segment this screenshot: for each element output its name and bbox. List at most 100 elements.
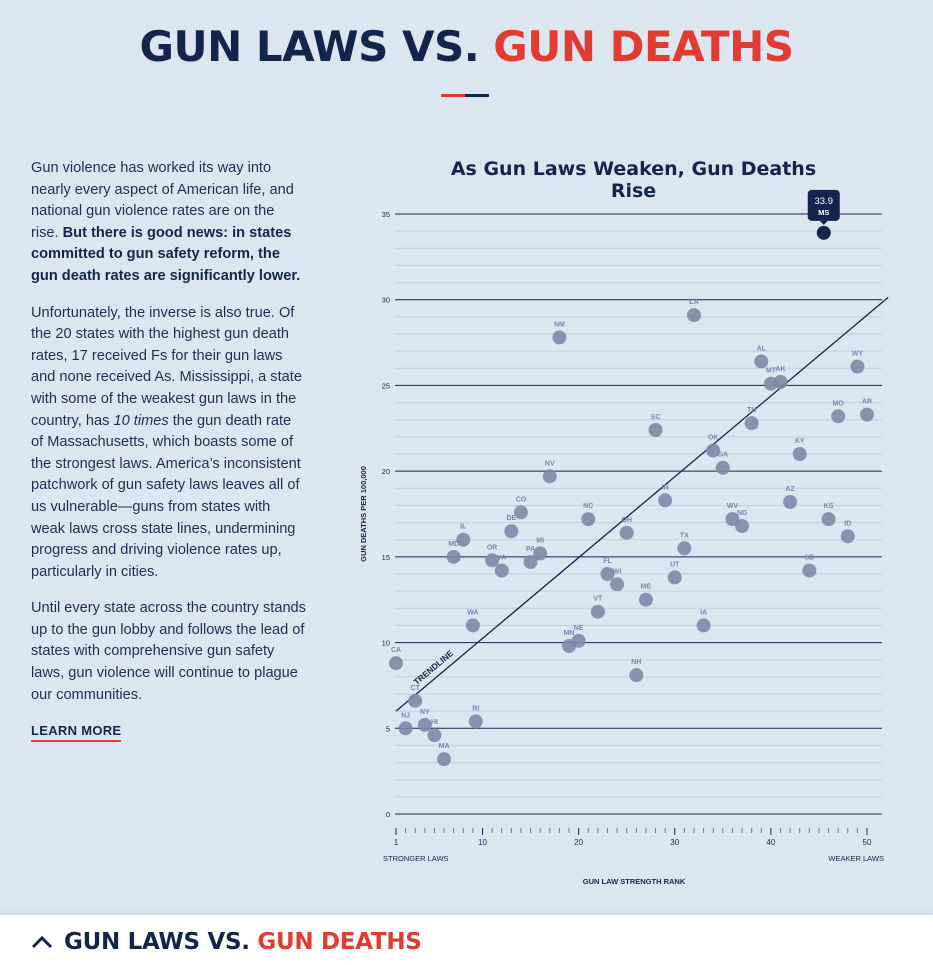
point-label: IA xyxy=(700,609,707,616)
data-point xyxy=(638,592,653,607)
trendline-group: TRENDLINE xyxy=(395,296,889,712)
data-point xyxy=(427,728,442,743)
data-point xyxy=(696,618,711,633)
tooltip-label: MS xyxy=(818,208,829,217)
highlight-point xyxy=(816,225,831,240)
data-point xyxy=(542,469,557,484)
point-label: AZ xyxy=(785,486,795,493)
data-point xyxy=(619,525,634,540)
point-label: TN xyxy=(747,407,756,414)
x-tick-label: 10 xyxy=(478,838,487,847)
point-label: VT xyxy=(593,596,603,603)
point-label: ID xyxy=(844,520,851,527)
point-label: WI xyxy=(613,568,622,575)
point-label: WA xyxy=(467,609,478,616)
bottom-title-part2: GUN DEATHS xyxy=(257,929,422,955)
y-tick-label: 0 xyxy=(386,810,390,819)
chart-grid xyxy=(395,213,882,815)
intro-p1-bold: But there is good news: in states commit… xyxy=(31,224,301,284)
x-left-label: STRONGER LAWS xyxy=(383,854,449,863)
point-label: CO xyxy=(516,496,527,503)
data-point xyxy=(850,359,865,374)
y-tick-label: 25 xyxy=(382,381,390,390)
bottom-title-part1: GUN LAWS VS. xyxy=(64,929,250,955)
data-point xyxy=(802,563,817,578)
data-point xyxy=(686,308,701,323)
point-label: FL xyxy=(603,558,612,565)
point-label: TX xyxy=(680,532,689,539)
chart-axes: 0 5 10 15 20 25 30 35 GUN DEATHS PER 100,000 1 10 2… xyxy=(359,210,884,886)
data-point xyxy=(735,519,750,533)
point-label: MT xyxy=(766,368,777,375)
chart-title: As Gun Laws Weaken, Gun Deaths Rise xyxy=(450,158,817,202)
y-tick-label: 30 xyxy=(382,296,390,305)
highlight-group: 33.9MS xyxy=(807,189,840,240)
data-point xyxy=(581,512,596,527)
x-tick-label: 50 xyxy=(863,838,872,847)
bottom-bar-title[interactable]: GUN LAWS VS. GUN DEATHS xyxy=(64,929,422,955)
point-label: MA xyxy=(439,743,450,750)
data-point xyxy=(465,618,480,633)
intro-p2-em: 10 times xyxy=(113,412,169,429)
y-axis-label: GUN DEATHS PER 100,000 xyxy=(359,466,368,562)
point-label: NE xyxy=(574,625,584,632)
data-point xyxy=(504,524,519,539)
point-label: ND xyxy=(737,510,747,517)
x-right-label: WEAKER LAWS xyxy=(828,854,884,863)
intro-paragraph-1: Gun violence has worked its way into nea… xyxy=(31,158,306,288)
point-label: HI xyxy=(431,719,438,726)
point-label: LA xyxy=(689,299,698,306)
tooltip-pointer xyxy=(819,220,828,225)
point-label: PA xyxy=(526,546,535,553)
x-axis-label: GUN LAW STRENGTH RANK xyxy=(583,877,686,886)
data-point xyxy=(523,555,538,569)
x-tick-label: 40 xyxy=(766,838,775,847)
x-tick-label: 20 xyxy=(574,838,583,847)
point-label: OH xyxy=(621,517,632,524)
data-point xyxy=(533,546,548,561)
point-label: NV xyxy=(545,460,555,467)
data-point xyxy=(629,668,644,683)
intro-paragraph-3: Until every state across the country sta… xyxy=(31,600,306,703)
point-label: CT xyxy=(411,685,421,692)
point-label: KY xyxy=(795,438,805,445)
point-label: SC xyxy=(651,414,661,421)
trendline xyxy=(395,296,889,712)
data-point xyxy=(590,604,605,619)
data-point xyxy=(485,553,500,568)
point-label: MN xyxy=(564,630,575,637)
data-point xyxy=(571,633,586,648)
point-label: SD xyxy=(804,555,814,562)
point-label: RI xyxy=(472,705,479,712)
data-point xyxy=(821,512,836,527)
page-title: GUN LAWS VS. GUN DEATHS xyxy=(0,22,933,71)
data-point xyxy=(792,447,807,461)
learn-more-link[interactable]: LEARN MORE xyxy=(31,723,122,742)
point-label: MD xyxy=(448,541,459,548)
data-point xyxy=(389,656,403,671)
data-point xyxy=(840,529,855,544)
chevron-up-icon[interactable] xyxy=(31,935,53,949)
data-point xyxy=(446,549,461,564)
intro-p1-text: Gun violence has worked its way into nea… xyxy=(31,160,294,241)
y-tick-label: 10 xyxy=(382,639,390,648)
point-label: IN xyxy=(662,484,669,491)
data-point xyxy=(437,752,452,767)
data-point xyxy=(860,407,874,422)
point-label: UT xyxy=(670,561,680,568)
data-point xyxy=(648,423,663,437)
data-point xyxy=(831,409,846,424)
data-point xyxy=(715,460,730,475)
title-divider xyxy=(441,94,489,97)
tooltip-value: 33.9 xyxy=(814,196,833,207)
point-label: AL xyxy=(757,345,767,352)
data-point xyxy=(494,563,509,578)
point-label: OR xyxy=(487,544,498,551)
data-point xyxy=(677,541,692,556)
point-label: NY xyxy=(420,709,430,716)
data-point xyxy=(468,714,483,729)
intro-p2-b: the gun death rate of Massachusetts, whi… xyxy=(31,412,301,580)
point-label: WV xyxy=(727,503,739,510)
data-point xyxy=(754,354,769,369)
